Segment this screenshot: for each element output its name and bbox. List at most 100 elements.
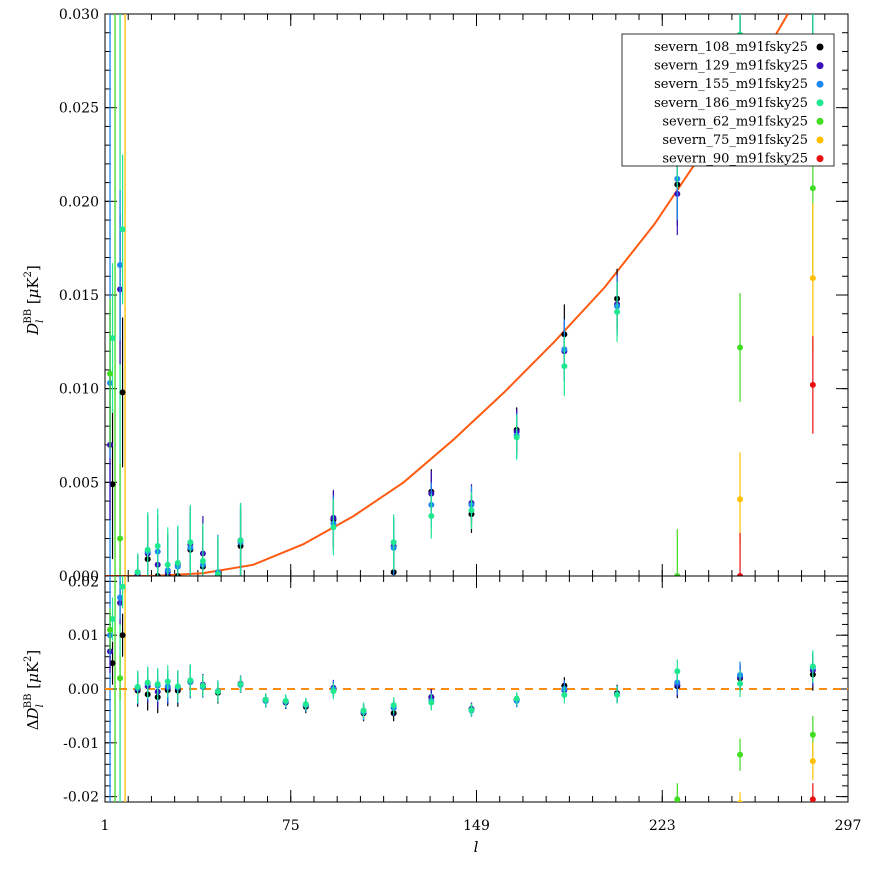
data-point <box>737 751 744 758</box>
data-point <box>144 546 151 553</box>
data-point <box>214 688 221 695</box>
data-point <box>117 535 124 542</box>
x-tick-label: 223 <box>649 818 676 834</box>
top-y-axis-title-text: DlBB [μK2] <box>23 265 46 336</box>
legend: severn_108_m91fsky25 severn_129_m91fsky25… <box>621 33 835 167</box>
data-point <box>109 481 116 488</box>
data-point <box>119 583 126 590</box>
data-point <box>109 660 116 667</box>
x-tick-label: 297 <box>835 818 862 834</box>
legend-box <box>621 33 835 167</box>
y-tick-label: 0.010 <box>59 382 99 398</box>
data-point <box>134 683 141 690</box>
legend-label: severn_155_m91fsky25 <box>654 77 808 92</box>
y-tick-label: 0.005 <box>59 475 99 491</box>
data-point <box>117 262 124 269</box>
series-severn_75_m91fsky25 <box>737 742 816 802</box>
y-tick-label: 0.025 <box>59 101 99 117</box>
data-point <box>174 559 181 566</box>
legend-marker <box>816 155 824 163</box>
series-severn_90_m91fsky25 <box>737 783 816 832</box>
data-point <box>809 796 816 802</box>
data-point <box>468 706 475 713</box>
legend-marker <box>816 136 824 144</box>
y-tick-label: 0.01 <box>68 628 99 644</box>
data-point <box>330 688 337 695</box>
data-point <box>809 758 816 765</box>
series-severn_129_m91fsky25 <box>107 581 816 720</box>
data-point <box>302 701 309 708</box>
data-point <box>117 675 124 682</box>
legend-label: severn_186_m91fsky25 <box>654 96 808 111</box>
data-point <box>390 539 397 546</box>
data-point <box>262 696 269 703</box>
data-point <box>144 679 151 686</box>
data-point <box>174 683 181 690</box>
data-point <box>164 678 171 685</box>
legend-marker <box>816 62 824 70</box>
data-point <box>513 434 520 441</box>
data-point <box>107 626 114 633</box>
data-point <box>809 381 816 388</box>
y-tick-label: 0.030 <box>59 7 99 23</box>
data-point <box>134 569 141 576</box>
data-point <box>187 677 194 684</box>
x-axis-title: l <box>474 838 479 856</box>
bottom-y-axis-title: ΔDlBB [μK2] <box>23 650 46 731</box>
data-point <box>164 561 171 568</box>
data-point <box>809 663 816 670</box>
series-severn_186_m91fsky25 <box>109 14 816 576</box>
legend-label: severn_108_m91fsky25 <box>654 40 808 55</box>
y-tick-label: 0.00 <box>68 682 99 698</box>
data-point <box>390 702 397 709</box>
legend-marker <box>816 43 824 51</box>
series-severn_90_m91fsky25 <box>737 336 816 576</box>
x-tick-label: 75 <box>282 818 300 834</box>
data-point <box>737 800 743 802</box>
series-severn_62_m91fsky25 <box>107 608 816 802</box>
data-point <box>737 680 744 687</box>
legend-label: severn_62_m91fsky25 <box>662 114 808 129</box>
data-point <box>237 681 244 688</box>
data-point <box>107 370 114 377</box>
data-point <box>614 691 621 698</box>
data-point <box>674 573 681 576</box>
data-point <box>109 335 116 342</box>
y-tick-label: 0.02 <box>68 574 99 590</box>
data-point <box>428 699 435 706</box>
y-tick-label: 0.015 <box>59 288 99 304</box>
data-point <box>674 668 681 675</box>
data-point <box>737 826 743 832</box>
data-point <box>199 682 206 689</box>
data-point <box>360 707 367 714</box>
top-panel: 0.000 0.005 0.010 0.015 0.020 0.025 0.030 <box>59 7 849 585</box>
data-point <box>214 571 221 576</box>
data-point <box>737 573 744 576</box>
y-tick-label: 0.020 <box>59 194 99 210</box>
bottom-y-axis-title-text: ΔDlBB [μK2] <box>23 650 46 731</box>
data-point <box>809 185 816 192</box>
data-point <box>119 226 126 233</box>
data-point <box>187 539 194 546</box>
data-point <box>282 697 289 704</box>
y-tick-label: -0.02 <box>63 790 99 806</box>
legend-marker <box>816 99 824 107</box>
data-point <box>737 344 744 351</box>
data-point <box>109 616 116 623</box>
y-tick-label: 0.000 <box>59 569 99 585</box>
series-severn_75_m91fsky25 <box>737 203 816 547</box>
legend-marker <box>816 80 824 88</box>
data-point <box>119 632 126 639</box>
series-severn_186_m91fsky25 <box>109 576 816 719</box>
series-severn_155_m91fsky25 <box>107 576 816 721</box>
y-tick-label: -0.01 <box>63 736 99 752</box>
data-point <box>737 496 744 503</box>
data-point <box>154 543 161 550</box>
data-point <box>154 681 161 688</box>
legend-marker <box>816 117 824 125</box>
legend-label: severn_129_m91fsky25 <box>654 59 808 74</box>
data-point <box>237 537 244 544</box>
data-point <box>561 691 568 698</box>
data-point <box>199 558 206 565</box>
data-point <box>809 275 816 282</box>
